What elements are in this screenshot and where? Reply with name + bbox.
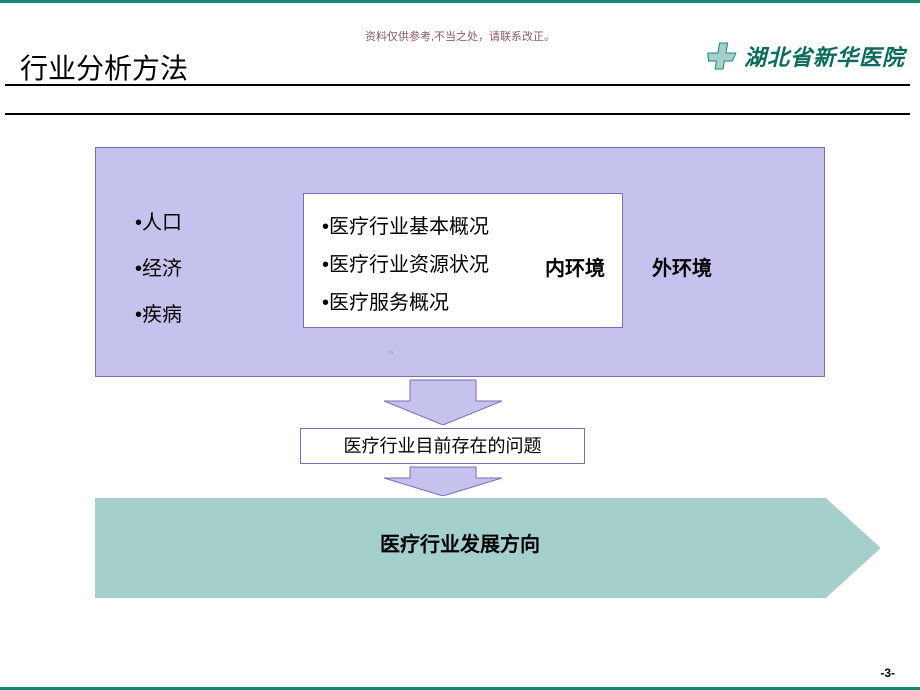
page-number: -3-	[880, 666, 895, 680]
slide-title: 行业分析方法	[20, 47, 188, 87]
list-item: •经济	[135, 246, 182, 292]
outer-factors-list: •人口 •经济 •疾病	[135, 200, 182, 338]
cross-icon	[706, 41, 740, 71]
down-arrow-icon	[384, 379, 502, 425]
list-item: •人口	[135, 200, 182, 246]
outer-env-label: 外环境	[652, 252, 712, 281]
problems-box: 医疗行业目前存在的问题	[300, 428, 585, 464]
down-arrow-icon	[384, 466, 502, 496]
top-border	[0, 0, 920, 3]
divider-line-2	[5, 113, 910, 115]
divider-line-1	[5, 84, 910, 86]
hospital-logo: 湖北省新华医院	[706, 40, 905, 72]
list-item: •医疗服务概况	[322, 284, 610, 322]
inner-env-label: 内环境	[545, 252, 605, 281]
list-item: •疾病	[135, 292, 182, 338]
direction-label: 医疗行业发展方向	[95, 528, 825, 557]
dot-marker: ▫	[389, 345, 393, 359]
logo-text: 湖北省新华医院	[744, 40, 905, 72]
list-item: •医疗行业基本概况	[322, 208, 610, 246]
